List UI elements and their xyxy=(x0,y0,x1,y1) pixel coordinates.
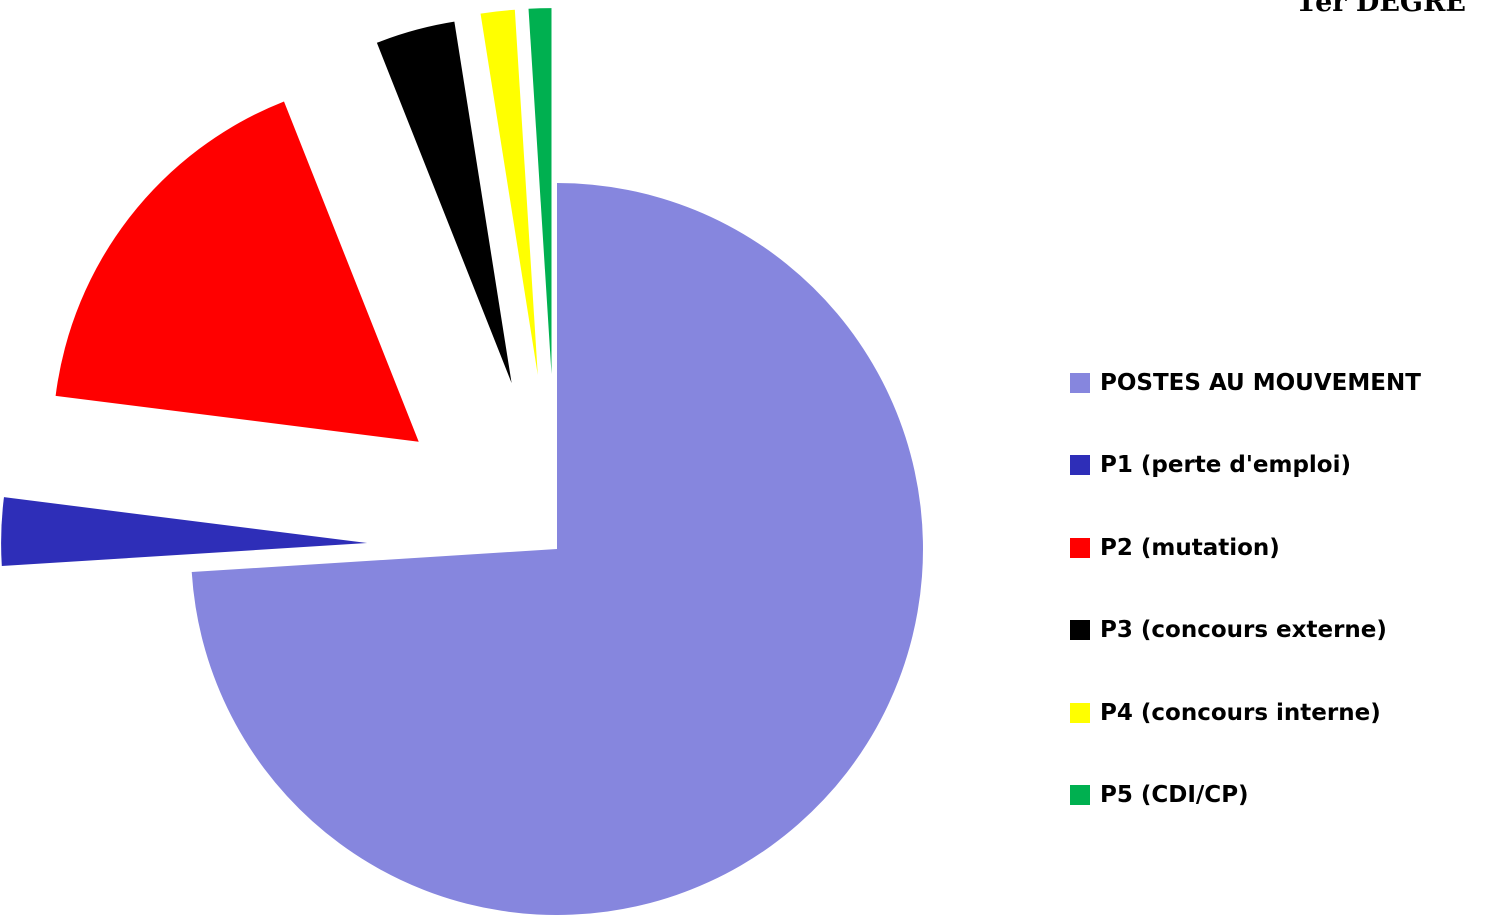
pie-slice-3 xyxy=(55,101,419,442)
legend-item: P4 (concours interne) xyxy=(1070,692,1421,733)
pie-slice-1 xyxy=(191,183,923,915)
legend-item: P2 (mutation) xyxy=(1070,527,1421,568)
legend-label: P3 (concours externe) xyxy=(1100,617,1387,643)
legend-label: P1 (perte d'emploi) xyxy=(1100,452,1352,478)
pie-slice-4 xyxy=(376,21,512,384)
legend-item: POSTES AU MOUVEMENT xyxy=(1070,362,1421,403)
pie-slice-6 xyxy=(528,8,552,375)
pie-slice-2 xyxy=(1,497,368,567)
legend-item: P5 (CDI/CP) xyxy=(1070,775,1421,816)
legend-item: P3 (concours externe) xyxy=(1070,610,1421,651)
legend-swatch xyxy=(1070,785,1090,805)
chart-legend: POSTES AU MOUVEMENT P1 (perte d'emploi) P2… xyxy=(1070,362,1421,857)
legend-swatch xyxy=(1070,372,1090,393)
pie-slice-5 xyxy=(480,9,538,376)
legend-swatch xyxy=(1070,537,1090,558)
legend-label: P2 (mutation) xyxy=(1100,534,1280,561)
legend-item: P1 (perte d'emploi) xyxy=(1070,445,1421,486)
legend-label: P5 (CDI/CP) xyxy=(1100,782,1249,808)
chart-title: 1er DEGRÉ xyxy=(1296,0,1466,18)
legend-swatch xyxy=(1070,455,1090,475)
legend-label: P4 (concours interne) xyxy=(1100,699,1381,726)
pie-slices xyxy=(1,8,923,915)
legend-swatch xyxy=(1070,702,1090,723)
legend-swatch xyxy=(1070,620,1090,640)
legend-label: POSTES AU MOUVEMENT xyxy=(1100,369,1421,396)
